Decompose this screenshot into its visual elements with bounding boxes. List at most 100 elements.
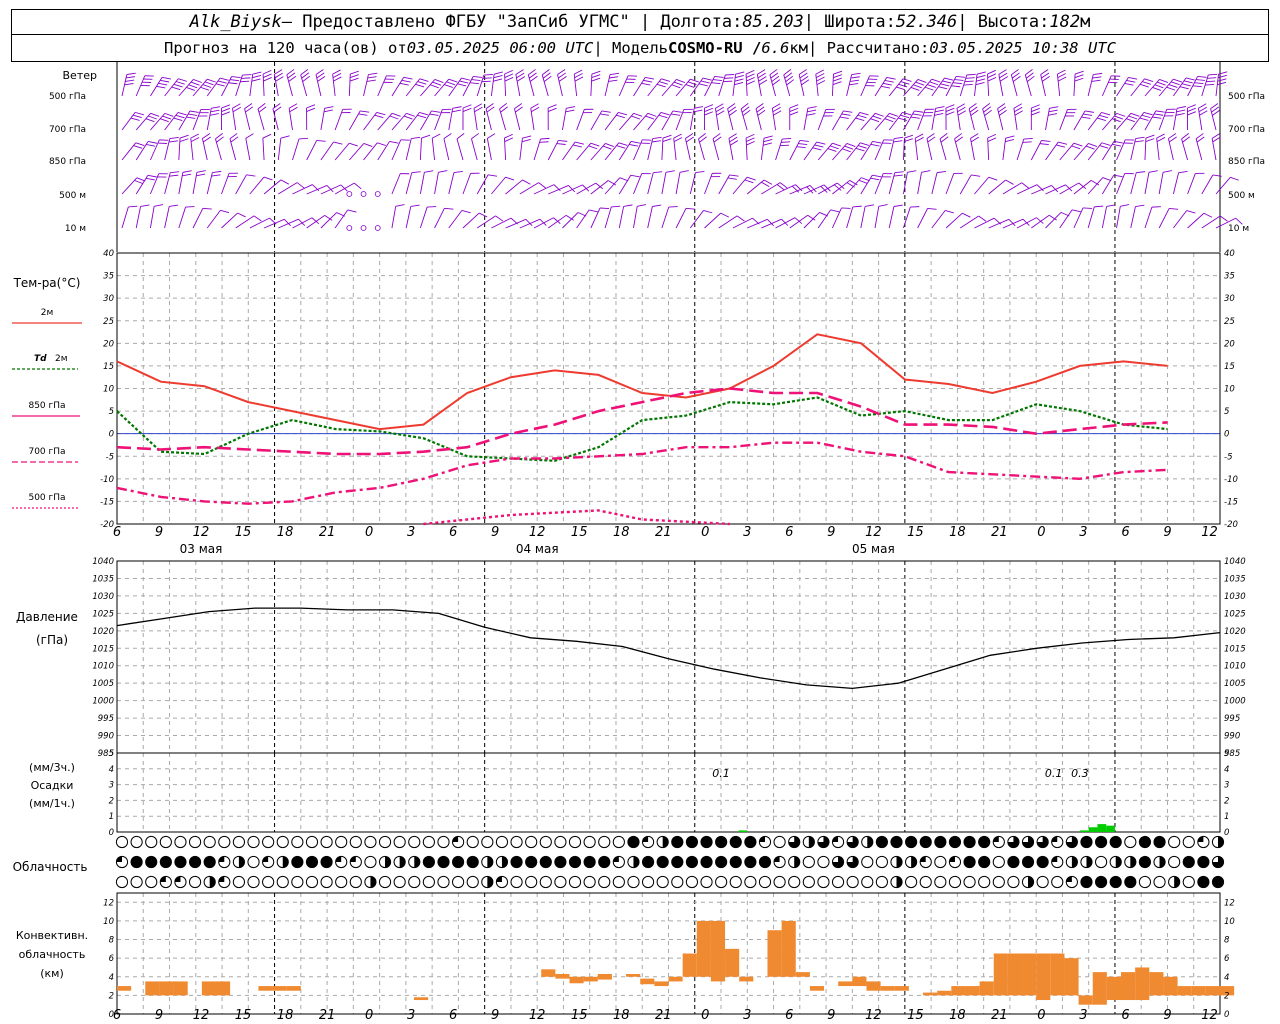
wind-barb: [391, 76, 413, 97]
wind-barb: [1002, 182, 1030, 195]
altitude-label: | Высота:: [957, 12, 1050, 32]
cloud-symbol: [700, 875, 713, 889]
wind-barb: [974, 71, 986, 97]
cloud-symbol: [598, 875, 611, 889]
wind-barb: [888, 78, 912, 97]
wind-barb: [1215, 71, 1228, 97]
wind-barb: [405, 171, 421, 195]
conv-xtick: 21: [991, 1008, 1008, 1023]
wind-barb: [998, 69, 1009, 97]
cloud-symbol: [437, 875, 450, 889]
cloud-symbol: [408, 855, 421, 869]
conv-xtick: 6: [113, 1008, 121, 1023]
cloud-symbol: [905, 855, 918, 869]
conv-bar: [541, 969, 556, 977]
wind-barb: [1073, 207, 1092, 229]
cloud-symbol: [247, 875, 260, 889]
wind-level-850hpa: 850 гПа: [49, 157, 86, 167]
temp-title: Тем-ра(°C): [13, 276, 81, 290]
cloud-symbol: [247, 835, 260, 849]
temp-ytick-left: 35: [103, 272, 114, 282]
wind-barb: [1116, 173, 1134, 195]
cloud-symbol: [539, 855, 552, 869]
pres-ytick-right: 1000: [1224, 697, 1246, 707]
wind-barb: [178, 170, 192, 195]
pres-ytick-left: 1025: [92, 609, 114, 619]
wind-barb: [618, 204, 633, 229]
cloud-symbol: [875, 875, 888, 889]
wind-barb: [903, 206, 920, 229]
wind-barb: [761, 218, 789, 229]
conv-bar: [838, 981, 853, 987]
wind-barb: [434, 78, 458, 97]
wind-barb: [1101, 140, 1123, 161]
cloud-symbol: [364, 855, 377, 869]
conv-bar: [937, 990, 952, 996]
cloud-symbol: [948, 855, 962, 869]
wind-barb: [348, 143, 373, 161]
conv-xtick: 12: [1201, 1008, 1218, 1023]
cloud-symbol: [978, 855, 991, 869]
wind-barb: [486, 133, 496, 161]
cloud-symbol: [583, 835, 596, 849]
wind-barb: [286, 69, 297, 97]
cloud-symbol: [145, 875, 158, 889]
wind-barb: [756, 69, 768, 97]
wind-barb: [1101, 112, 1126, 131]
wind-barb: [661, 170, 675, 195]
wind-barb: [244, 103, 254, 131]
wind-barb: [888, 111, 912, 131]
wind-barb: [803, 212, 828, 229]
temp-ytick-left: 15: [103, 362, 114, 372]
wind-barb: [164, 136, 179, 161]
cloud-symbol: [992, 835, 1005, 849]
wind-barb: [491, 217, 519, 229]
precip-3h-label: 0.3: [1071, 767, 1089, 780]
cloud-symbol: [1051, 835, 1064, 849]
temp-ytick-right: 5: [1224, 407, 1229, 417]
cloud-symbol: [1109, 835, 1122, 849]
wind-barb: [320, 106, 334, 131]
cloud-symbol: [744, 835, 757, 849]
cloud-symbol: [817, 835, 830, 849]
temp-xtick: 12: [529, 525, 546, 540]
cloud-symbol: [115, 835, 129, 849]
wind-barb: [1056, 69, 1067, 97]
cloud-symbol: [627, 855, 640, 869]
cloud-symbol: [729, 875, 742, 889]
conv-ytick-left: 2: [109, 991, 114, 1001]
pres-ytick-right: 1030: [1224, 592, 1246, 602]
pres-ytick-right: 985: [1224, 749, 1240, 759]
cloud-symbol: [1182, 855, 1195, 869]
cloud-symbol: [802, 875, 815, 889]
wind-barb: [755, 103, 766, 131]
wind-barb: [874, 173, 893, 195]
cloud-symbol: [130, 855, 143, 869]
cloud-symbol: [1036, 835, 1049, 849]
temp-ytick-left: 40: [103, 249, 114, 259]
precip-ytick-left: 3: [109, 781, 114, 791]
wind-barb: [902, 134, 914, 161]
provider-text: — Предоставлено ФГБУ "ЗапСиб УГМС" | Дол…: [281, 12, 743, 32]
temp-xtick: 18: [613, 525, 630, 540]
cloud-symbol: [1211, 835, 1225, 849]
wind-barb: [315, 69, 326, 97]
wind-barb: [334, 209, 357, 229]
wind-barb: [263, 179, 290, 195]
cloud-symbol: [145, 835, 158, 849]
wind-barb: [917, 207, 937, 229]
wind-barb: [391, 112, 415, 131]
wind-barb: [448, 106, 462, 131]
temp-ytick-left: 0: [109, 430, 114, 440]
conv-bar: [1092, 972, 1107, 1005]
wind-barb: [917, 170, 931, 195]
conv-xtick: 9: [827, 1008, 835, 1023]
precip-ytick-left: 2: [109, 796, 114, 806]
wind-level-700hpa-right: 700 гПа: [1228, 125, 1265, 135]
wind-title: Ветер: [63, 69, 97, 82]
conv-bar: [809, 986, 825, 991]
wind-barb: [1045, 211, 1070, 229]
cloud-symbol: [831, 835, 845, 849]
wind-barb: [1116, 112, 1140, 131]
cloud-symbol: [1094, 835, 1108, 849]
